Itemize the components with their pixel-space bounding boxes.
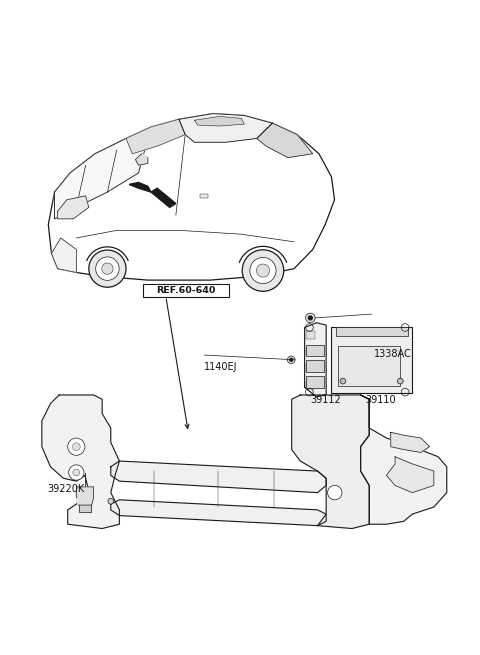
Circle shape xyxy=(102,263,113,274)
Circle shape xyxy=(89,250,126,288)
Polygon shape xyxy=(111,461,326,493)
Bar xyxy=(200,195,208,198)
Polygon shape xyxy=(55,127,151,219)
Circle shape xyxy=(397,378,403,384)
Polygon shape xyxy=(58,196,89,219)
Circle shape xyxy=(72,443,80,451)
Polygon shape xyxy=(126,119,185,154)
Bar xyxy=(306,360,324,372)
Polygon shape xyxy=(391,432,430,453)
Polygon shape xyxy=(79,505,91,512)
Text: 1140EJ: 1140EJ xyxy=(204,362,238,372)
Text: 39220K: 39220K xyxy=(48,484,85,495)
Text: 39110: 39110 xyxy=(365,395,396,405)
Circle shape xyxy=(250,257,276,284)
Bar xyxy=(336,327,408,336)
Polygon shape xyxy=(111,500,326,526)
Text: REF.60-640: REF.60-640 xyxy=(156,286,216,295)
Bar xyxy=(306,348,315,355)
Polygon shape xyxy=(194,117,244,126)
Polygon shape xyxy=(305,323,326,397)
Text: 1338AC: 1338AC xyxy=(374,349,412,359)
Bar xyxy=(306,345,324,356)
Circle shape xyxy=(290,358,293,362)
Bar xyxy=(338,346,400,386)
Polygon shape xyxy=(257,123,313,158)
Polygon shape xyxy=(42,395,120,529)
FancyBboxPatch shape xyxy=(144,284,229,297)
Circle shape xyxy=(96,257,119,280)
Circle shape xyxy=(340,378,346,384)
Circle shape xyxy=(69,465,84,480)
Bar xyxy=(306,381,315,389)
Polygon shape xyxy=(151,188,176,208)
Circle shape xyxy=(306,313,315,323)
Circle shape xyxy=(68,438,85,455)
Circle shape xyxy=(327,485,342,500)
Polygon shape xyxy=(76,487,94,505)
Bar xyxy=(306,364,315,372)
Polygon shape xyxy=(51,238,76,272)
Polygon shape xyxy=(179,113,272,142)
Bar xyxy=(331,327,412,393)
Polygon shape xyxy=(292,395,369,529)
Circle shape xyxy=(256,264,270,277)
Polygon shape xyxy=(386,457,434,493)
Circle shape xyxy=(288,356,295,364)
Circle shape xyxy=(73,469,80,476)
Circle shape xyxy=(309,316,312,320)
Text: 39112: 39112 xyxy=(311,395,341,405)
Polygon shape xyxy=(48,113,335,280)
Polygon shape xyxy=(135,154,148,165)
Bar xyxy=(306,377,324,388)
Polygon shape xyxy=(360,395,447,524)
Polygon shape xyxy=(129,183,151,192)
Bar xyxy=(306,331,315,339)
Circle shape xyxy=(108,498,114,504)
Circle shape xyxy=(242,250,284,291)
